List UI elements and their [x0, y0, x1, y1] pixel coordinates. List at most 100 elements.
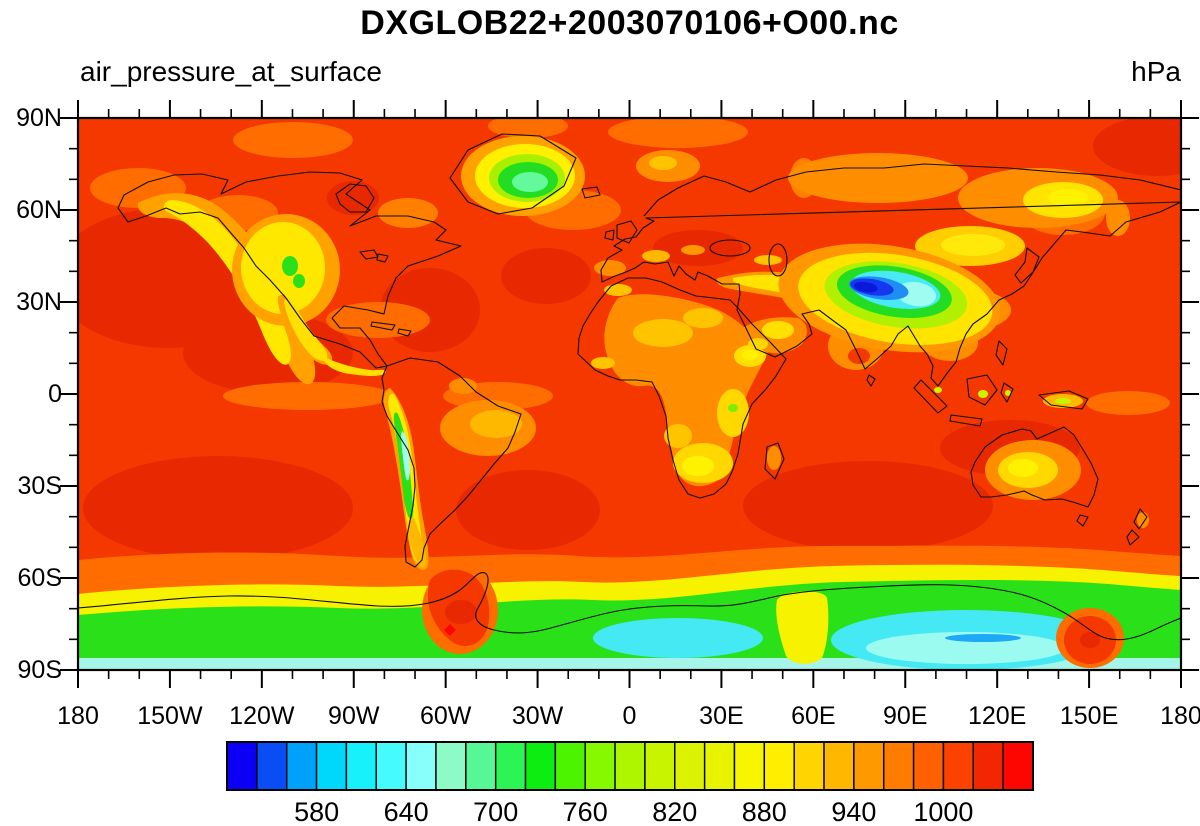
coastline-australia	[970, 426, 1099, 527]
lat-tick-label: 0	[48, 380, 62, 408]
map-contour-shape	[488, 118, 568, 138]
map-contour-shape	[978, 390, 988, 398]
map-contour-shape	[83, 456, 353, 560]
antarctica-region	[78, 545, 1181, 670]
colorbar-cell	[494, 741, 527, 791]
map-contour-shape	[728, 404, 738, 412]
map-contour-shape	[501, 248, 591, 304]
lon-tick-label: 90W	[328, 702, 380, 730]
map-contour-shape	[743, 461, 993, 551]
map-contour-shape	[748, 338, 768, 350]
lon-tick-label: 30E	[699, 702, 743, 730]
plot-title: DXGLOB22+2003070106+O00.nc	[360, 4, 899, 42]
map-contour-shape	[163, 200, 291, 365]
lon-tick-label: 120W	[229, 702, 295, 730]
map-contour-shape	[444, 624, 456, 636]
map-contour-shape	[326, 302, 430, 338]
colorbar-cell	[733, 741, 766, 791]
coastline-caribbean	[370, 321, 412, 337]
map-contour-shape	[393, 412, 414, 519]
colorbar-label: 820	[652, 797, 697, 826]
coastline-uk	[604, 220, 638, 244]
coastline-greenland	[449, 133, 577, 215]
units-label: hPa	[1131, 56, 1181, 87]
map-contour-shape	[1005, 390, 1011, 396]
coastline-sri-lanka	[866, 374, 876, 387]
lon-tick-label: 180	[1160, 702, 1200, 730]
map-contour-shape	[293, 274, 305, 288]
coastline-great-lakes	[359, 249, 389, 263]
map-contour-shape	[633, 319, 693, 347]
axis-ticks	[60, 100, 1199, 688]
lon-tick-label: 150W	[137, 702, 203, 730]
map-contour-shape	[788, 153, 968, 203]
map-contour-shape	[681, 245, 705, 255]
colorbar-cell	[524, 741, 557, 791]
map-contour-shape	[853, 281, 878, 293]
colorbar-cell	[1002, 741, 1034, 791]
colorbar-label: 580	[294, 797, 339, 826]
lat-tick-label: 60N	[16, 196, 62, 224]
arabia-terrain	[742, 317, 807, 354]
south-america-terrain	[383, 378, 536, 571]
map-area	[78, 118, 1181, 670]
colorbar-label: 940	[831, 797, 876, 826]
colorbar-outline	[226, 741, 1034, 791]
colorbar-cell	[823, 741, 855, 791]
coastline-south-america	[381, 357, 522, 568]
colorbar-label: 880	[742, 797, 787, 826]
map-contour-shape	[683, 308, 723, 328]
coastlines-layer	[78, 133, 1181, 641]
map-contour-shape	[512, 172, 548, 192]
colorbar-cell	[912, 741, 945, 791]
map-contour-shape	[449, 378, 477, 394]
map-contour-shape	[934, 387, 942, 393]
lon-tick-label: 120E	[968, 702, 1026, 730]
colorbar-cell	[315, 741, 348, 791]
map-contour-shape	[378, 198, 438, 228]
map-contour-shape	[594, 260, 626, 276]
colorbar-cell	[435, 741, 467, 791]
map-contour-shape	[767, 446, 781, 470]
coastline-madagascar	[764, 442, 785, 480]
map-contour-shape	[1093, 118, 1181, 176]
latitude-axis: 90N 60N 30N 0 30S 60S 90S	[16, 104, 62, 684]
colorbar-cell	[942, 741, 974, 791]
map-contour-shape	[608, 118, 748, 148]
lat-tick-label: 90N	[16, 104, 62, 132]
map-contour-shape	[327, 181, 379, 215]
coastline-caspian-sea	[768, 243, 788, 277]
longitude-axis: 180 150W 120W 90W 60W 30W 0 30E 60E 90E …	[57, 702, 1200, 730]
map-contour-shape	[945, 634, 1021, 642]
colorbar-cell	[703, 741, 736, 791]
map-contour-shape	[401, 431, 410, 481]
coastline-indonesia	[913, 340, 1089, 427]
map-contour-shape	[866, 632, 1066, 664]
colorbar-cell	[763, 741, 795, 791]
lat-tick-label: 90S	[18, 656, 62, 684]
map-contour-shape	[754, 255, 782, 265]
colorbar-cell	[465, 741, 497, 791]
colorbar-cell	[286, 741, 318, 791]
coastline-iceland	[581, 186, 601, 199]
map-contour-shape	[233, 122, 353, 158]
coastline-africa	[577, 277, 787, 499]
colorbar-cell	[883, 741, 915, 791]
coastline-north-america	[117, 171, 462, 369]
map-contour-shape	[1008, 459, 1038, 477]
map-contour-shape	[1106, 200, 1130, 236]
colorbar-cell	[853, 741, 885, 791]
colorbar-label: 640	[384, 797, 429, 826]
colorbar	[226, 741, 1034, 791]
colorbar-cell	[674, 741, 706, 791]
colorbar-labels: 580 640 700 760 820 880 940 1000	[294, 797, 973, 826]
coastline-hudson-bay	[335, 183, 375, 213]
colorbar-cell	[226, 741, 258, 791]
lon-tick-label: 0	[623, 702, 637, 730]
colorbar-label: 1000	[913, 797, 973, 826]
map-contour-shape	[1080, 632, 1100, 648]
coastline-new-zealand	[1126, 508, 1148, 546]
map-contour-shape	[407, 517, 427, 568]
